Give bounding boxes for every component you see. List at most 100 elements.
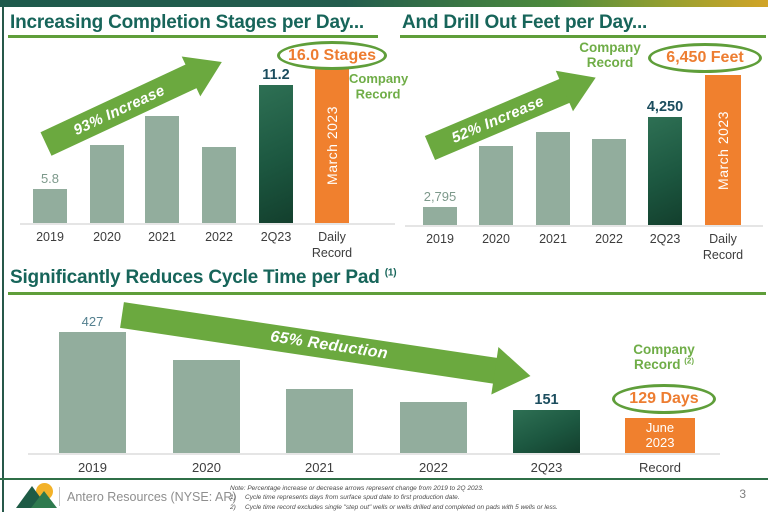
x-axis-label: 2021 bbox=[305, 460, 334, 475]
company-record-line: Record bbox=[355, 85, 401, 101]
company-record-line: Company bbox=[579, 40, 641, 55]
bar-group-2019: 5.8 2019 bbox=[33, 171, 67, 244]
x-axis-label: 2021 bbox=[539, 232, 567, 246]
bar-group-2022: 2022 bbox=[202, 129, 236, 244]
title-text: Significantly Reduces Cycle Time per Pad bbox=[10, 267, 380, 288]
company-record-line: Record (2) bbox=[633, 356, 695, 373]
bar-group-2q23: 151 2Q23 bbox=[513, 392, 580, 475]
bar-value-label: 151 bbox=[534, 392, 559, 408]
bar-value-label: 5.8 bbox=[40, 171, 60, 186]
bar-2021 bbox=[536, 132, 570, 225]
x-axis-label: 2020 bbox=[93, 230, 121, 244]
x-axis-label: 2020 bbox=[482, 232, 510, 246]
company-record-label: Company Record bbox=[349, 71, 409, 101]
x-axis-label: 2022 bbox=[595, 232, 623, 246]
x-axis-label: 2019 bbox=[78, 460, 107, 475]
x-axis-label: Daily Record bbox=[311, 230, 353, 260]
x-axis-label: 2Q23 bbox=[530, 460, 563, 475]
cycle-time-chart: 427 2019 2020 2021 2022 151 2Q23 June 20… bbox=[28, 300, 720, 475]
bar-group-2020: 2020 bbox=[90, 127, 124, 244]
bar-2022 bbox=[202, 147, 236, 223]
bar-2020 bbox=[479, 146, 513, 225]
bar-2021 bbox=[145, 116, 179, 223]
footnote-line: 1) Cycle time represents days from surfa… bbox=[230, 494, 460, 502]
x-axis-label: 2022 bbox=[205, 230, 233, 244]
company-name: Antero Resources (NYSE: AR) bbox=[67, 490, 237, 504]
record-bar: June 2023 bbox=[625, 418, 695, 453]
bar-group-2019: 427 2019 bbox=[59, 314, 126, 475]
record-value: 16.0 Stages bbox=[287, 46, 377, 64]
x-axis-label: 2019 bbox=[36, 230, 64, 244]
bar-value-label: 4,250 bbox=[646, 99, 684, 115]
logo-mountain-icon bbox=[31, 491, 57, 508]
x-axis-label: 2022 bbox=[419, 460, 448, 475]
bar-group-2021: 2021 bbox=[536, 114, 570, 246]
drill-out-feet-chart: 2,795 2019 2020 2021 2022 4,250 2Q23 Mar… bbox=[405, 45, 763, 262]
x-axis-label: 2Q23 bbox=[649, 232, 681, 246]
title-superscript: (1) bbox=[384, 267, 397, 279]
bar-2q23 bbox=[648, 117, 682, 225]
bar-group-2q23: 11.2 2Q23 bbox=[259, 67, 293, 244]
record-bar-date: March 2023 bbox=[324, 106, 340, 185]
section-title-drill-out-feet: And Drill Out Feet per Day... bbox=[402, 12, 647, 34]
bar-group-2q23: 4,250 2Q23 bbox=[646, 99, 684, 246]
title-text: And Drill Out Feet per Day... bbox=[402, 12, 648, 33]
title-underline bbox=[8, 292, 766, 295]
bar-2019 bbox=[33, 189, 67, 223]
section-title-completion-stages: Increasing Completion Stages per Day... bbox=[10, 12, 364, 34]
footnotes: Note: Percentage increase or decrease ar… bbox=[230, 484, 650, 512]
bar-2q23 bbox=[513, 410, 580, 453]
footnote-line: Note: Percentage increase or decrease ar… bbox=[230, 485, 484, 492]
slide-left-border bbox=[2, 7, 4, 512]
record-bar: March 2023 bbox=[315, 68, 349, 223]
x-axis-label: 2021 bbox=[148, 230, 176, 244]
record-bar-date: June 2023 bbox=[645, 419, 675, 450]
footnote-line: 2) Cycle time record excludes single "st… bbox=[230, 503, 558, 511]
footer-separator bbox=[0, 478, 768, 480]
bar-2019 bbox=[423, 207, 457, 225]
bar-group-2022: 2022 bbox=[592, 121, 626, 246]
bar-group-daily-record: March 2023 Daily Record bbox=[703, 75, 743, 262]
section-title-cycle-time: Significantly Reduces Cycle Time per Pad… bbox=[10, 267, 397, 289]
logo-divider bbox=[59, 487, 60, 506]
title-underline bbox=[8, 35, 378, 38]
company-record-line: Record bbox=[586, 55, 634, 71]
record-value: 129 Days bbox=[629, 390, 699, 407]
bar-value-label: 2,795 bbox=[423, 189, 457, 204]
x-axis-label: 2019 bbox=[426, 232, 454, 246]
record-oval: 6,450 Feet bbox=[648, 43, 762, 73]
title-underline bbox=[400, 35, 766, 38]
x-axis-label: 2Q23 bbox=[260, 230, 292, 244]
completion-stages-chart: 5.8 2019 2020 2021 2022 11.2 2Q23 March … bbox=[20, 45, 395, 260]
bar-2019 bbox=[59, 332, 126, 453]
bar-2020 bbox=[90, 145, 124, 223]
company-record-label: Company Record bbox=[574, 40, 646, 70]
bar-2022 bbox=[400, 402, 467, 453]
bar-group-2020: 2020 bbox=[173, 342, 240, 475]
bar-group-2022: 2022 bbox=[400, 384, 467, 475]
bar-group-record: June 2023 Record bbox=[625, 418, 695, 475]
bar-2q23 bbox=[259, 85, 293, 223]
company-record-line: Company bbox=[349, 71, 409, 86]
record-bar: March 2023 bbox=[705, 75, 741, 225]
bar-group-2020: 2020 bbox=[479, 128, 513, 246]
x-axis-label: Daily Record bbox=[702, 232, 744, 262]
top-gradient-bar bbox=[0, 0, 768, 7]
page-number: 3 bbox=[739, 487, 746, 501]
company-record-line: Company bbox=[633, 342, 695, 357]
record-oval: 16.0 Stages bbox=[277, 41, 387, 70]
bar-2022 bbox=[592, 139, 626, 225]
bar-group-2021: 2021 bbox=[145, 98, 179, 244]
bar-value-label: 11.2 bbox=[262, 67, 290, 83]
title-text: Increasing Completion Stages per Day... bbox=[10, 12, 364, 33]
company-record-label: Company Record (2) bbox=[619, 342, 709, 372]
bar-group-2021: 2021 bbox=[286, 371, 353, 475]
bar-group-daily-record: March 2023 Daily Record bbox=[312, 68, 352, 260]
x-axis-label: Record bbox=[639, 460, 681, 475]
record-bar-date: March 2023 bbox=[715, 110, 731, 190]
bar-value-label: 427 bbox=[81, 314, 104, 329]
bar-2020 bbox=[173, 360, 240, 453]
x-axis-label: 2020 bbox=[192, 460, 221, 475]
bar-group-2019: 2,795 2019 bbox=[423, 189, 457, 246]
